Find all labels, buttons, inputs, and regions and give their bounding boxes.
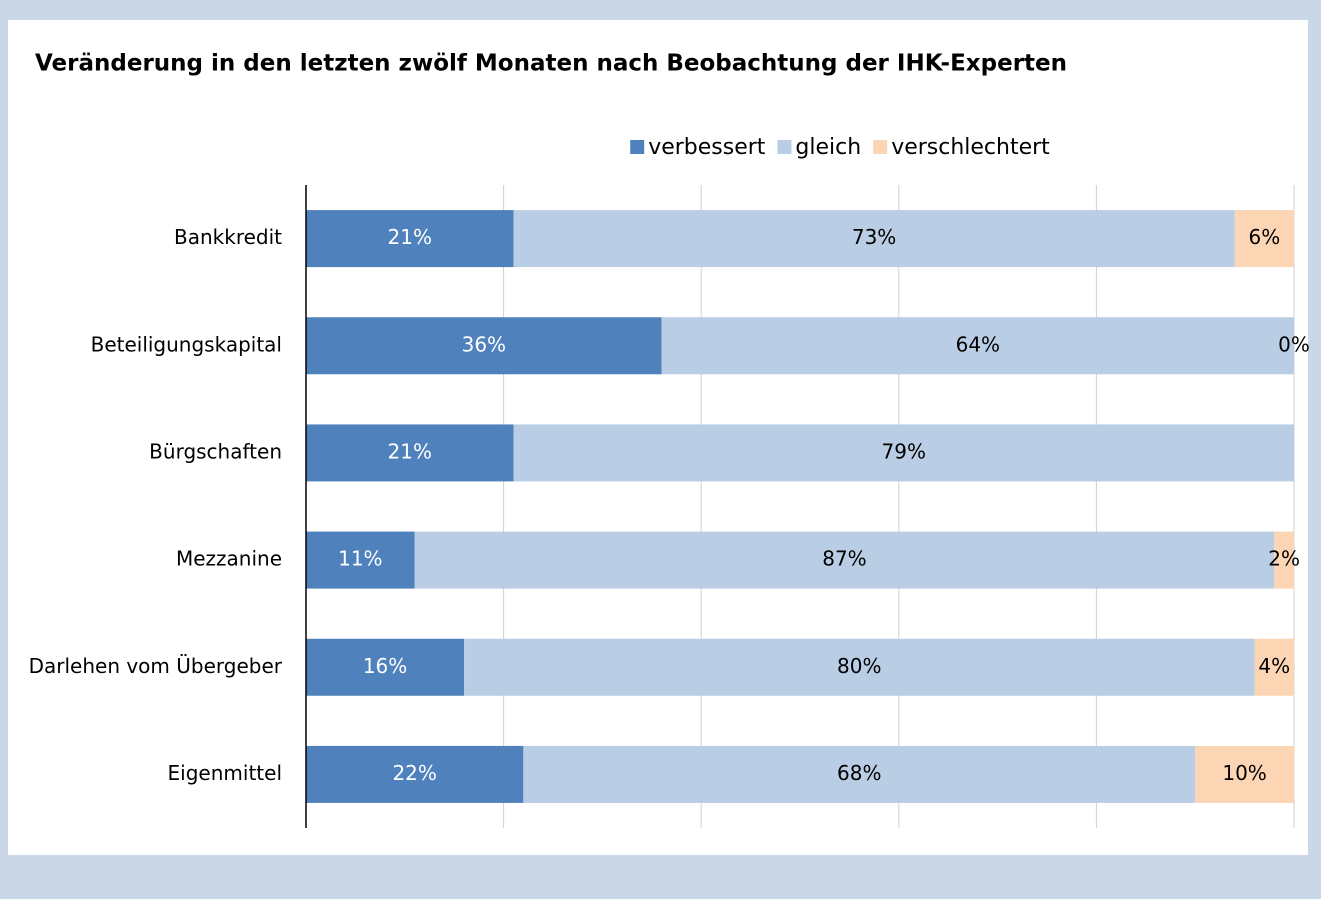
bar-segment	[523, 745, 1196, 803]
data-label: 2%	[1268, 547, 1300, 571]
y-tick-label: Bürgschaften	[149, 439, 282, 463]
data-label: 22%	[392, 761, 436, 785]
data-label: 21%	[388, 439, 432, 463]
bar-segment	[464, 638, 1255, 696]
bar-segment	[1234, 210, 1294, 268]
bar-segment	[513, 424, 1294, 482]
bar-segment	[306, 424, 514, 482]
bar-segment	[306, 638, 465, 696]
data-label: 80%	[837, 654, 881, 678]
bar-segment	[661, 317, 1294, 375]
legend-label: gleich	[795, 135, 861, 160]
data-label: 11%	[338, 547, 382, 571]
y-tick-label: Darlehen vom Übergeber	[29, 654, 283, 678]
bar-segment	[1254, 638, 1294, 696]
data-label: 68%	[837, 761, 881, 785]
legend-label: verschlechtert	[891, 135, 1050, 160]
data-label: 4%	[1258, 654, 1290, 678]
y-tick-label: Bankkredit	[174, 225, 282, 249]
data-label: 64%	[956, 332, 1000, 356]
data-label: 73%	[852, 225, 896, 249]
bar-segment	[1274, 531, 1294, 589]
data-label: 16%	[363, 654, 407, 678]
data-label: 6%	[1248, 225, 1280, 249]
legend-swatch	[630, 140, 645, 154]
bar-segment	[513, 210, 1235, 268]
data-label: 21%	[388, 225, 432, 249]
y-tick-label: Beteiligungskapital	[91, 332, 282, 356]
legend-swatch	[873, 140, 888, 154]
data-label: 87%	[822, 547, 866, 571]
data-label: 10%	[1222, 761, 1266, 785]
bar-segment	[306, 210, 514, 268]
bar-segment	[414, 531, 1275, 589]
legend: verbessert gleich verschlechtert	[630, 135, 1050, 160]
y-tick-label: Eigenmittel	[168, 761, 282, 785]
data-label: 36%	[462, 332, 506, 356]
bar-segment	[1195, 745, 1294, 803]
bar-segment	[306, 317, 662, 375]
data-label: 0%	[1278, 332, 1310, 356]
data-label: 79%	[882, 439, 926, 463]
bar-segment	[306, 745, 524, 803]
legend-swatch	[777, 140, 792, 154]
legend-label: verbessert	[648, 135, 766, 160]
bar-segment	[306, 531, 415, 589]
chart-title: Veränderung in den letzten zwölf Monaten…	[35, 51, 1067, 77]
y-tick-label: Mezzanine	[176, 547, 282, 571]
